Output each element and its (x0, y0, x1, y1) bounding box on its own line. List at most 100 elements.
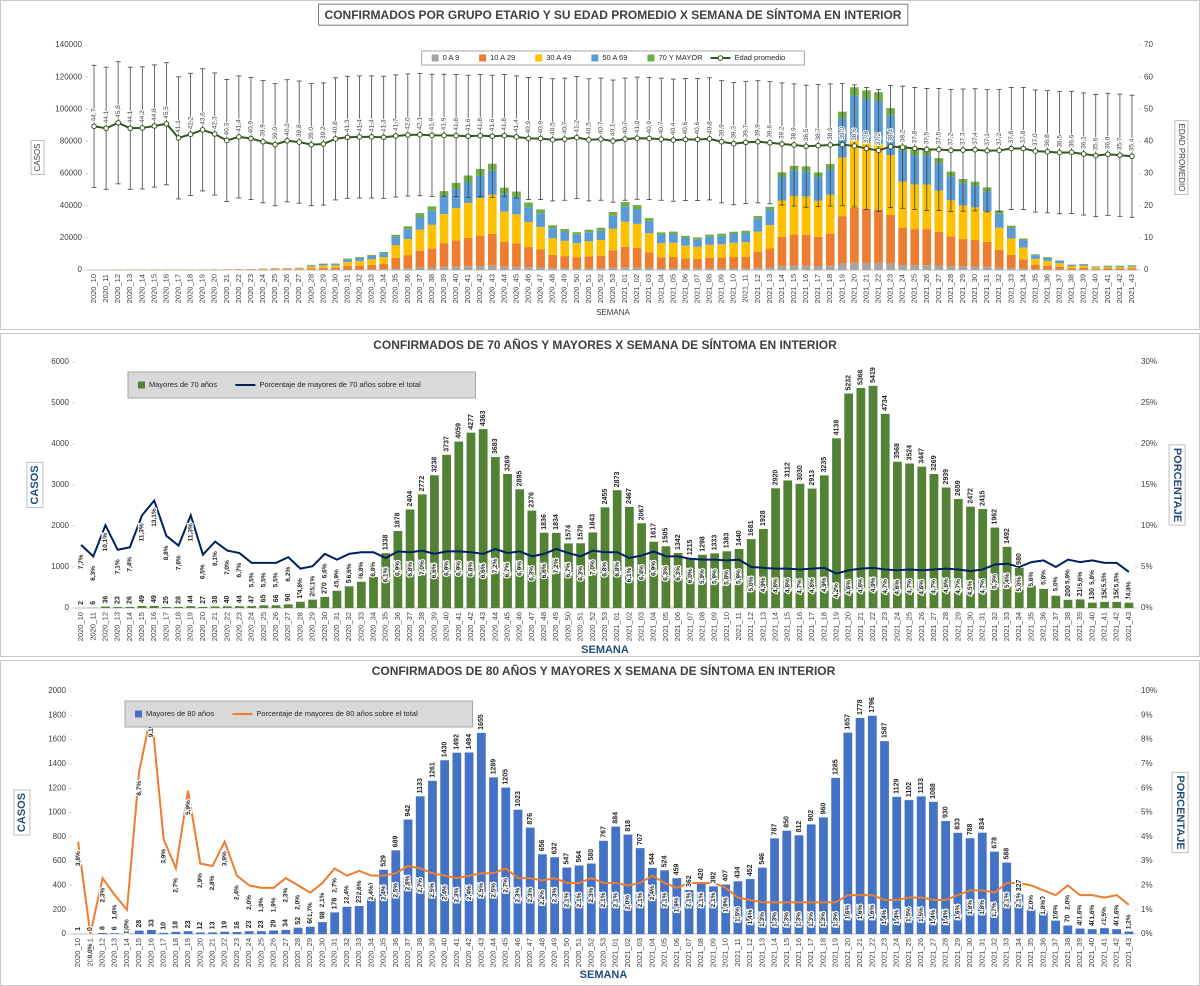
bar-value-label: 2415 (980, 490, 987, 506)
line-marker (368, 134, 375, 140)
x-tick-label: 2020_44 (489, 938, 498, 967)
bar (343, 259, 352, 262)
bar (367, 259, 376, 265)
bar (560, 231, 570, 241)
x-tick-label: 2020_15 (137, 612, 146, 641)
y-axis-title: CASOS (29, 465, 41, 504)
x-tick-label: 2021_09 (708, 938, 717, 967)
line-value-label: 41,8 (501, 118, 508, 131)
bar (893, 461, 902, 608)
bar (1075, 599, 1085, 608)
line-value-label: 45,8 (115, 105, 122, 118)
y-tick-label: 1400 (48, 759, 66, 768)
bar (319, 265, 328, 268)
y2-tick-label: 8% (1141, 735, 1153, 744)
bar (500, 193, 509, 212)
line-value-label: 6,8% (602, 562, 609, 577)
line-value-label: 41,2 (574, 120, 581, 133)
line-value-label: 36,6 (1068, 134, 1075, 147)
bar (978, 508, 988, 608)
x-tick-label: 2020_44 (499, 274, 508, 303)
line-marker (139, 125, 146, 131)
bar (308, 599, 317, 608)
line-value-label: 6,7% (504, 562, 511, 577)
bar (669, 242, 678, 257)
legend-swatch (591, 54, 599, 62)
bar-value-label: 1430 (442, 742, 449, 758)
bar (318, 922, 327, 934)
y2-tick-label: 6% (1141, 783, 1153, 792)
bar-value-label: 150 (1101, 587, 1108, 599)
bar (905, 463, 914, 608)
y-tick-label: 0 (62, 929, 67, 938)
bar (867, 715, 877, 934)
bar (681, 245, 690, 259)
bar-value-label: 362 (686, 875, 693, 887)
bar (1112, 601, 1122, 608)
bar (620, 202, 630, 207)
line-value-label: 4,9% (760, 577, 767, 592)
bar (729, 231, 739, 234)
bar (693, 268, 702, 270)
x-tick-label: 2020_18 (174, 612, 183, 641)
line-value-label: 4,8% (772, 578, 779, 593)
bar (831, 777, 841, 934)
bar (367, 264, 376, 270)
x-tick-label: 2021_02 (624, 612, 633, 641)
x-tick-label: 2020_44 (490, 612, 499, 641)
x-tick-label: 2021_35 (1026, 938, 1035, 967)
line-marker (163, 120, 170, 127)
line-value-label: 35,6 (1092, 138, 1099, 151)
line-marker (561, 136, 568, 142)
line-value-label: 1,9% (270, 897, 277, 912)
x-tick-label: 2021_17 (813, 274, 822, 303)
line-value-label: 40,7 (598, 121, 605, 134)
line-value-label: 2,8% (209, 875, 216, 890)
bar-value-label: 130 (1126, 588, 1133, 600)
bar (524, 247, 533, 268)
line-value-label: 5,0% (1016, 576, 1023, 591)
x-tick-label: 2020_38 (427, 274, 436, 303)
x-tick-label: 2021_07 (685, 612, 694, 641)
bar-value-label: 2067 (638, 505, 645, 521)
x-tick-label: 2020_39 (429, 612, 438, 641)
line-marker (791, 142, 797, 148)
x-tick-label: 2021_38 (1063, 612, 1072, 641)
bar (463, 202, 473, 238)
x-tick-label: 2020_31 (330, 938, 339, 967)
y2-tick-label: 10% (1141, 686, 1157, 695)
x-tick-label: 2021_37 (1051, 612, 1060, 641)
x-tick-label: 2021_34 (1014, 612, 1023, 641)
x-tick-label: 2021_29 (958, 274, 967, 303)
bar (137, 605, 147, 608)
line-value-label: 5,9% (334, 569, 341, 584)
bar (343, 258, 352, 260)
bar (612, 490, 622, 608)
line-marker (1092, 152, 1099, 159)
x-tick-label: 2021_43 (1124, 938, 1133, 967)
bar (306, 268, 316, 270)
bar (512, 196, 521, 215)
line-value-label: 2,0% (1028, 895, 1035, 910)
y2-tick-label: 3% (1141, 856, 1153, 865)
bar (1019, 268, 1028, 270)
x-tick-label: 2021_43 (1127, 274, 1136, 303)
y2-tick-label: 50 (1144, 104, 1153, 113)
x-tick-label: 2021_40 (1087, 612, 1096, 641)
bar (698, 554, 707, 608)
line-value-label: 11,3% (187, 523, 194, 541)
x-tick-label: 2020_30 (317, 938, 326, 967)
line-marker (199, 127, 206, 133)
x-tick-label: 2020_26 (269, 938, 278, 967)
legend-label: 10 A 29 (490, 53, 515, 62)
bar (355, 265, 364, 270)
line-value-label: 40,6 (682, 121, 689, 134)
x-tick-label: 2021_24 (898, 274, 907, 303)
bar-value-label: 3683 (492, 438, 499, 454)
bar-value-label: 1383 (724, 533, 731, 549)
bar-value-label: 787 (771, 824, 778, 836)
line-marker (489, 133, 496, 140)
y2-tick-label: 15% (1141, 480, 1157, 489)
bar (705, 234, 714, 237)
bar (281, 929, 291, 934)
